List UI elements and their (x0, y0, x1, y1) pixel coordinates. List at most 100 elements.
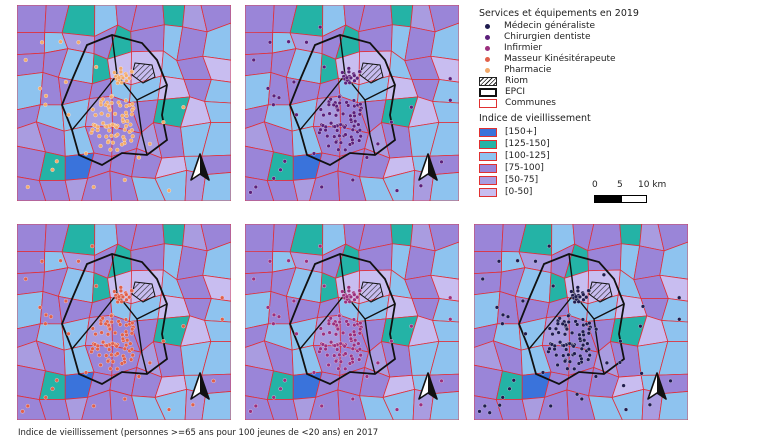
service-point (267, 40, 273, 45)
service-point (565, 366, 570, 371)
service-point (507, 386, 512, 391)
service-point (677, 317, 682, 322)
service-point (586, 331, 591, 336)
map-masseur-kinesitherapeute (17, 224, 231, 420)
service-point (586, 347, 591, 352)
service-point (327, 111, 332, 116)
service-point (394, 188, 400, 193)
service-point (124, 343, 129, 348)
service-point (346, 285, 351, 290)
service-point (97, 134, 102, 139)
service-point (124, 124, 129, 129)
service-point (348, 332, 353, 337)
service-point (23, 276, 28, 282)
service-point (389, 120, 394, 125)
service-point (104, 124, 109, 129)
service-point (329, 340, 334, 345)
service-point (271, 395, 276, 400)
commune-polygon (266, 179, 299, 201)
commune-polygon (432, 320, 459, 343)
commune-polygon (337, 389, 367, 420)
legend-class-label: [0-50] (505, 186, 533, 197)
service-point (97, 353, 102, 358)
service-point (357, 288, 362, 293)
commune-polygon (17, 271, 45, 296)
service-point (123, 110, 129, 115)
service-point (358, 108, 363, 113)
commune-polygon (474, 224, 504, 252)
service-point (364, 155, 369, 160)
service-point (337, 133, 342, 138)
epci-inner-boundary (299, 34, 396, 156)
service-point (105, 359, 111, 364)
service-point (617, 360, 622, 365)
service-point (253, 184, 258, 190)
legend-classes-list: [150+] [125-150] [100-125] [75-100] [50-75][… (479, 126, 779, 198)
service-point (335, 108, 340, 113)
service-point (129, 112, 134, 117)
service-point (338, 359, 343, 364)
service-point (575, 392, 580, 397)
commune-polygon (38, 179, 71, 201)
commune-polygon (619, 224, 643, 247)
service-point (136, 374, 141, 379)
class-swatch (479, 139, 497, 149)
service-point (319, 403, 324, 409)
service-point (548, 403, 553, 409)
commune-polygon (17, 5, 47, 33)
commune-polygon (162, 5, 186, 28)
service-point (123, 329, 129, 334)
service-point (130, 353, 135, 358)
service-point (579, 346, 584, 351)
commune-polygon (200, 224, 231, 252)
service-point (115, 132, 120, 137)
service-point (375, 141, 380, 146)
service-point (118, 103, 123, 108)
service-point (326, 362, 331, 368)
service-point (294, 331, 299, 336)
map-chirurgien-dentiste (245, 5, 459, 201)
legend-service-label: Pharmacie (504, 65, 552, 75)
service-point (114, 344, 119, 349)
service-point (147, 141, 152, 146)
service-point (333, 359, 339, 364)
service-point (128, 341, 133, 346)
service-point (326, 143, 331, 149)
legend-class-label: [150+] (505, 126, 537, 137)
service-point (331, 321, 336, 326)
service-point (547, 244, 552, 249)
service-point (577, 294, 582, 299)
service-point (439, 378, 444, 383)
service-point (333, 140, 339, 145)
service-point (129, 347, 134, 352)
class-swatch (479, 175, 497, 185)
service-point (108, 147, 113, 152)
service-point (325, 353, 330, 358)
service-point (497, 403, 502, 408)
service-point (482, 403, 487, 409)
service-point (511, 378, 516, 383)
scale-label-0: 0 (592, 180, 598, 190)
service-point (291, 79, 296, 85)
service-point (448, 98, 453, 103)
service-point (94, 64, 99, 70)
north-arrow-icon (190, 372, 210, 400)
commune-polygon (200, 5, 231, 33)
service-point (348, 336, 353, 341)
service-point (110, 140, 115, 145)
service-point (332, 124, 337, 129)
service-point (118, 288, 123, 293)
legend-service-label: Médecin généraliste (504, 21, 596, 31)
service-point (66, 112, 71, 117)
service-point (136, 155, 141, 160)
service-point (90, 326, 95, 331)
service-point (593, 374, 598, 379)
service-point (43, 321, 48, 326)
service-point (109, 319, 114, 325)
commune-polygon (245, 271, 273, 296)
service-point (500, 312, 506, 317)
commune-polygon (201, 121, 231, 157)
service-point (358, 321, 363, 326)
service-point (553, 326, 559, 331)
legend-service-label: Chirurgien dentiste (504, 32, 591, 42)
